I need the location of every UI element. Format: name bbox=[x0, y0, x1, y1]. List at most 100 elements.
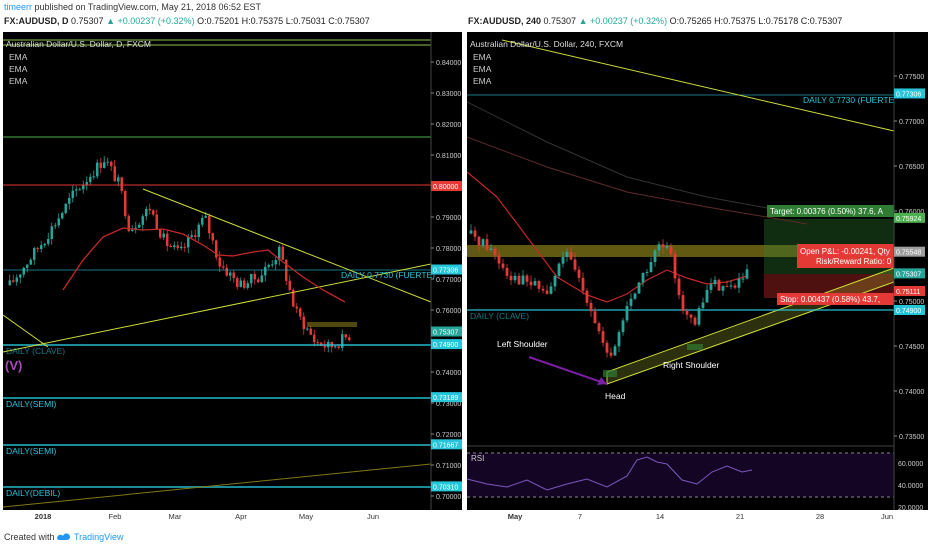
price-badge bbox=[894, 268, 925, 279]
candle-body bbox=[306, 328, 309, 330]
right-arrow-head bbox=[597, 377, 607, 385]
candle-body bbox=[201, 217, 204, 225]
candle-body bbox=[637, 282, 641, 294]
left-chart-panel[interactable]: 0.84000 0.83000 0.82000 0.81000 0.79000 0.780… bbox=[2, 32, 462, 522]
right-label-right-shoulder: Right Shoulder bbox=[663, 360, 719, 370]
candle-body bbox=[549, 286, 553, 294]
price-badge bbox=[431, 439, 462, 450]
candle-body bbox=[334, 346, 337, 348]
candle-body bbox=[232, 272, 235, 279]
candle-body bbox=[673, 253, 677, 279]
left-label-semi-1: DAILY(SEMI) bbox=[6, 399, 57, 409]
candle-body bbox=[553, 275, 557, 287]
candle-body bbox=[243, 280, 246, 288]
left-time-axis[interactable] bbox=[3, 510, 462, 522]
left-chart-svg[interactable]: 0.84000 0.83000 0.82000 0.81000 0.79000 0.780… bbox=[2, 32, 462, 522]
right-ema-label-1[interactable]: EMA bbox=[473, 52, 492, 62]
right-close: C:0.75307 bbox=[800, 16, 843, 26]
right-chart-svg[interactable]: Target: 0.00376 (0.50%) 37.6, A Open P&L… bbox=[466, 32, 928, 522]
candle-body bbox=[169, 246, 172, 248]
publish-info: timeerr published on TradingView.com, Ma… bbox=[4, 2, 261, 12]
candle-body bbox=[225, 267, 228, 276]
right-ema-slowest bbox=[466, 101, 808, 215]
left-candles bbox=[8, 156, 351, 353]
candle-body bbox=[208, 215, 211, 234]
candle-body bbox=[211, 233, 214, 241]
left-chart-title: Australian Dollar/U.S. Dollar, D, FXCM bbox=[6, 39, 151, 49]
left-high: H:0.75375 bbox=[241, 16, 284, 26]
candle-body bbox=[669, 246, 673, 254]
candle-body bbox=[8, 280, 11, 286]
left-box bbox=[307, 322, 357, 327]
candle-body bbox=[106, 161, 109, 163]
right-label-left-shoulder: Left Shoulder bbox=[497, 339, 548, 349]
candle-body bbox=[323, 345, 326, 348]
candle-body bbox=[509, 275, 513, 281]
left-ema-label-3[interactable]: EMA bbox=[9, 76, 28, 86]
right-chart-panel[interactable]: Target: 0.00376 (0.50%) 37.6, A Open P&L… bbox=[466, 32, 928, 522]
candle-body bbox=[657, 244, 661, 251]
left-trendline-short bbox=[2, 314, 49, 348]
right-time-axis[interactable] bbox=[467, 510, 928, 522]
left-label-fuerte: DAILY 0.7730 (FUERTE) bbox=[341, 270, 435, 280]
candle-body bbox=[489, 248, 493, 250]
left-trendline-rising bbox=[2, 263, 432, 353]
price-badge-label: 0.77306 bbox=[433, 268, 458, 275]
right-last-price: 0.75307 bbox=[543, 16, 577, 26]
candle-body bbox=[43, 243, 46, 246]
right-price-badges: 0.77306 0.75924 0.75548 0.75307 0.75111 0.749… bbox=[894, 88, 925, 315]
candle-body bbox=[513, 275, 517, 281]
candle-body bbox=[689, 314, 693, 318]
right-rising-channel bbox=[606, 267, 895, 385]
left-trendline-falling bbox=[142, 188, 432, 303]
footer: Created with TradingView bbox=[0, 526, 932, 550]
candle-body bbox=[183, 246, 186, 248]
right-symbol[interactable]: FX:AUDUSD, 240 bbox=[468, 16, 542, 26]
candle-body bbox=[19, 274, 22, 278]
price-badge-label: 0.73189 bbox=[433, 395, 458, 402]
right-price-ticks: 0.77500 0.77000 0.76500 0.76000 0.75000 0.745… bbox=[894, 74, 924, 441]
left-ema-label-2[interactable]: EMA bbox=[9, 64, 28, 74]
left-ema-line bbox=[62, 227, 346, 303]
rsi-line bbox=[466, 456, 753, 491]
publisher-username[interactable]: timeerr bbox=[4, 2, 33, 12]
candle-body bbox=[613, 346, 617, 356]
candle-body bbox=[705, 289, 709, 303]
price-tick-label: 0.84000 bbox=[436, 60, 461, 67]
candle-body bbox=[521, 275, 525, 285]
candle-body bbox=[569, 252, 573, 260]
time-tick-label: Jun bbox=[367, 512, 379, 521]
candle-body bbox=[152, 210, 155, 215]
tradingview-logo-icon[interactable] bbox=[56, 530, 72, 542]
time-tick-label: 14 bbox=[656, 512, 664, 521]
right-ema-label-3[interactable]: EMA bbox=[473, 76, 492, 86]
time-tick-label: 21 bbox=[736, 512, 744, 521]
right-ema-label-2[interactable]: EMA bbox=[473, 64, 492, 74]
left-ema-label-1[interactable]: EMA bbox=[9, 52, 28, 62]
rsi-label[interactable]: RSI bbox=[471, 454, 484, 463]
price-badge bbox=[894, 88, 925, 99]
price-badge-label: 0.75307 bbox=[433, 329, 458, 336]
price-tick-label: 0.73500 bbox=[899, 434, 924, 441]
candle-body bbox=[253, 273, 256, 280]
candle-body bbox=[117, 177, 120, 182]
candle-body bbox=[295, 306, 298, 309]
price-tick-label: 0.73000 bbox=[436, 401, 461, 408]
price-badge-label: 0.70310 bbox=[433, 484, 458, 491]
price-tick-label: 0.72000 bbox=[436, 432, 461, 439]
candle-body bbox=[469, 230, 473, 234]
left-label-debil: DAILY(DEBIL) bbox=[6, 488, 60, 498]
candle-body bbox=[26, 264, 29, 268]
right-chart-title: Australian Dollar/U.S. Dollar, 240, FXCM bbox=[470, 39, 623, 49]
candle-body bbox=[565, 252, 569, 258]
left-price-ticks: 0.84000 0.83000 0.82000 0.81000 0.79000 0.780… bbox=[431, 60, 461, 501]
footer-brand[interactable]: TradingView bbox=[74, 532, 124, 542]
left-symbol[interactable]: FX:AUDUSD, D bbox=[4, 16, 69, 26]
price-tick-label: 0.82000 bbox=[436, 122, 461, 129]
right-open: O:0.75265 bbox=[669, 16, 712, 26]
right-ema-line bbox=[466, 171, 748, 303]
left-label-clave: DAILY (CLAVE) bbox=[6, 346, 65, 356]
candle-body bbox=[264, 266, 267, 276]
left-change: ▲ +0.00237 (+0.32%) bbox=[106, 16, 195, 26]
price-badge bbox=[894, 305, 925, 315]
